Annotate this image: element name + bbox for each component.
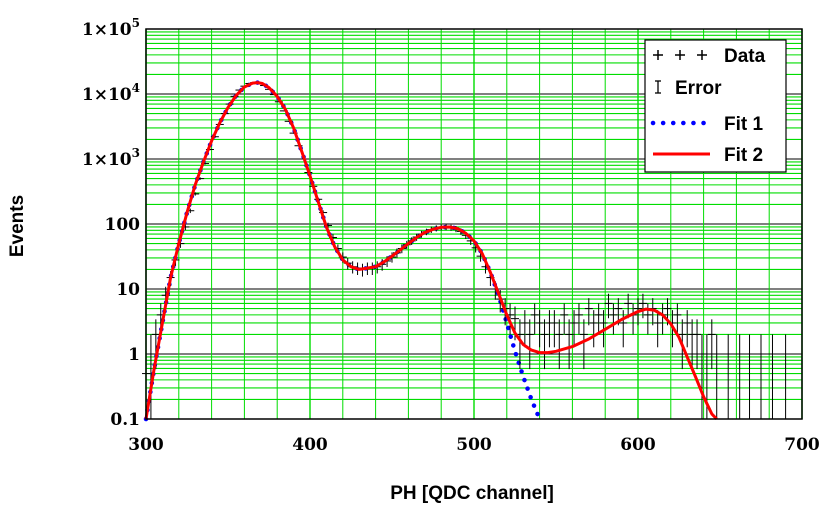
data-point bbox=[693, 319, 702, 370]
data-point bbox=[624, 293, 633, 319]
data-point bbox=[594, 303, 603, 335]
x-tick-label: 700 bbox=[784, 435, 820, 455]
data-point bbox=[535, 310, 544, 348]
x-tick-label: 600 bbox=[620, 435, 656, 455]
y-axis-title: Events bbox=[7, 195, 28, 257]
x-tick-label: 300 bbox=[128, 435, 164, 455]
data-point bbox=[560, 303, 569, 335]
data-point bbox=[520, 310, 529, 348]
data-point bbox=[530, 303, 539, 335]
data-point bbox=[638, 293, 647, 319]
legend-error-symbol bbox=[655, 80, 661, 94]
legend-fit-2-label: Fit 2 bbox=[724, 145, 763, 166]
fit-2-series bbox=[144, 81, 718, 421]
data-point bbox=[712, 334, 721, 419]
data-point bbox=[565, 319, 574, 370]
data-point bbox=[555, 319, 564, 370]
data-point bbox=[619, 310, 628, 348]
data-point bbox=[545, 310, 554, 348]
y-tick-label: 1×103 bbox=[82, 146, 140, 170]
legend-error-label: Error bbox=[675, 78, 722, 99]
data-point bbox=[604, 293, 613, 319]
x-axis-title: PH [QDC channel] bbox=[390, 483, 554, 504]
data-point bbox=[589, 310, 598, 348]
data-point bbox=[570, 310, 579, 348]
data-point bbox=[745, 334, 754, 419]
data-point bbox=[757, 334, 765, 419]
x-tick-label: 400 bbox=[292, 435, 328, 455]
data-point bbox=[673, 303, 682, 335]
data-point bbox=[653, 310, 662, 348]
data-point bbox=[609, 303, 618, 335]
x-tick-label: 500 bbox=[456, 435, 492, 455]
y-tick-labels: 0.1 1 10 100 1×103 1×104 1×105 bbox=[82, 16, 140, 430]
fit-2-line bbox=[144, 81, 718, 421]
data-point bbox=[574, 303, 583, 335]
data-point bbox=[735, 334, 744, 419]
y-tick-label: 1 bbox=[128, 345, 140, 365]
data-point bbox=[707, 319, 716, 370]
data-point bbox=[683, 310, 692, 348]
legend-data-symbol bbox=[653, 50, 707, 60]
y-tick-label: 1×105 bbox=[82, 16, 140, 40]
data-point bbox=[525, 319, 534, 370]
y-tick-label: 10 bbox=[116, 280, 140, 300]
data-point bbox=[781, 334, 790, 419]
legend: Data Error Fit 1 Fit 2 bbox=[644, 39, 787, 173]
data-point bbox=[146, 334, 155, 419]
data-point bbox=[550, 310, 559, 348]
legend-fit-1-label: Fit 1 bbox=[724, 114, 763, 135]
y-tick-label: 1×104 bbox=[82, 81, 140, 105]
legend-data-label: Data bbox=[724, 46, 766, 67]
data-point bbox=[768, 334, 777, 419]
data-point bbox=[579, 319, 588, 370]
plot-frame bbox=[145, 28, 803, 420]
y-tick-label: 100 bbox=[105, 215, 141, 235]
legend-box bbox=[644, 39, 787, 173]
y-tick-label: 0.1 bbox=[110, 410, 140, 430]
data-point bbox=[697, 334, 706, 419]
data-point bbox=[584, 298, 593, 326]
data-point bbox=[540, 319, 549, 370]
data-point bbox=[724, 334, 733, 419]
x-tick-labels: 300 400 500 600 700 bbox=[128, 435, 820, 455]
